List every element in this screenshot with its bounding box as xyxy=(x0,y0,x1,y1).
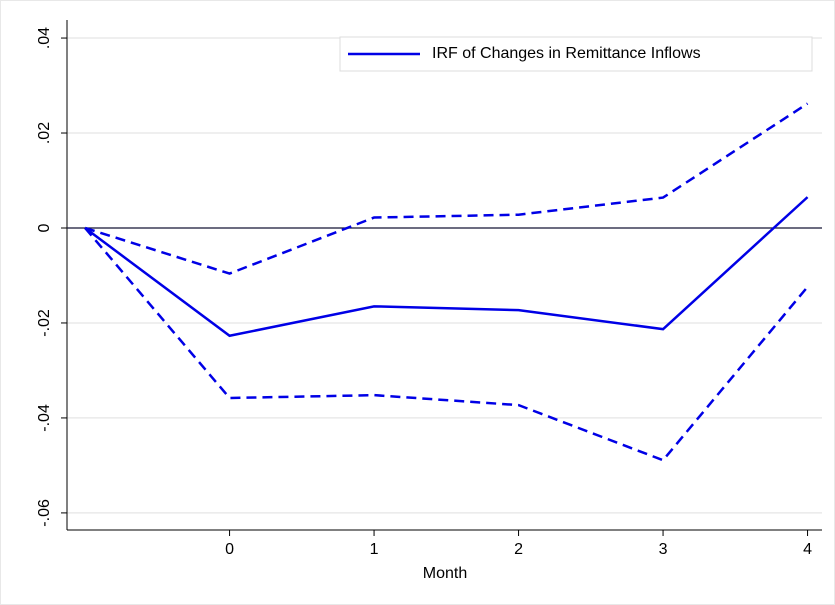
y-tick-label: .04 xyxy=(36,27,53,49)
legend-label: IRF of Changes in Remittance Inflows xyxy=(432,45,701,62)
x-tick-label: 4 xyxy=(803,541,812,558)
x-tick-label: 0 xyxy=(225,541,234,558)
x-axis-label: Month xyxy=(423,565,467,582)
y-tick-label: .02 xyxy=(36,122,53,144)
y-tick-label: -.06 xyxy=(36,499,53,527)
series-line xyxy=(84,102,809,275)
x-tick-label: 1 xyxy=(370,541,379,558)
x-tick-label: 3 xyxy=(659,541,668,558)
series-line xyxy=(84,227,809,462)
y-tick-label: -.02 xyxy=(36,309,53,337)
series-line xyxy=(84,196,809,338)
y-tick-label: -.04 xyxy=(36,404,53,432)
x-tick-label: 2 xyxy=(514,541,523,558)
y-tick-label: 0 xyxy=(36,223,53,232)
